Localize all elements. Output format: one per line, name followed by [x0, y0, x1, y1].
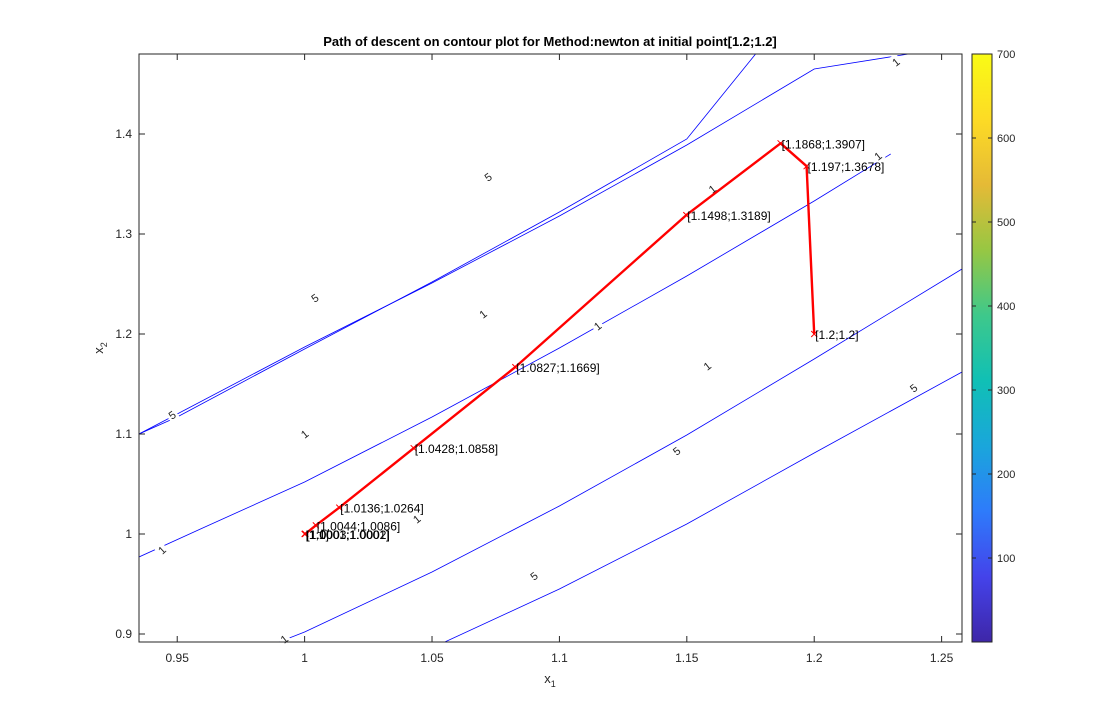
- point-coordinate-label: [1.0003;1.0002]: [306, 528, 389, 542]
- colorbar: [971, 53, 993, 643]
- x-tick-label: 0.95: [166, 651, 190, 665]
- contour-line-level-1-2: [139, 54, 909, 435]
- iterate-marker: [682, 211, 690, 219]
- point-coordinate-label: [1.1868;1.3907]: [782, 137, 865, 151]
- x-tick-label: 1.1: [551, 651, 568, 665]
- y-tick-label: 1.2: [115, 327, 132, 341]
- plot-area: [139, 54, 962, 642]
- contour-label: 5: [483, 171, 495, 184]
- point-coordinate-label: [1.0001;1.0001]: [306, 528, 389, 542]
- iterate-marker: [803, 162, 810, 170]
- iterate-marker: [312, 522, 320, 529]
- x-axis-label: x1: [544, 671, 556, 689]
- iterate-marker: [301, 530, 308, 538]
- colorbar-tick-label: 700: [997, 49, 1015, 61]
- y-tick-label: 1.4: [115, 127, 132, 141]
- point-coordinate-label: [1.0136;1.0264]: [340, 502, 423, 516]
- iterate-marker: [777, 139, 784, 147]
- iterate-marker: [410, 444, 418, 452]
- x-tick-label: 1.15: [675, 651, 699, 665]
- x-axis-ticks: 0.95 1 1.05 1.1 1.15 1.2 1.25: [166, 54, 954, 665]
- point-coordinate-label: [1;1]: [306, 528, 329, 542]
- y-tick-label: 1.1: [115, 427, 132, 441]
- colorbar-ticks: 100 200 300 400 500 600 700: [972, 49, 1015, 565]
- y-axis-label: x2: [91, 342, 109, 354]
- x-axis-label-sub: 1: [551, 679, 556, 689]
- point-coordinate-label: [1.0428;1.0858]: [415, 442, 498, 456]
- y-tick-label: 1: [125, 527, 132, 541]
- y-axis-label-sub: 2: [99, 342, 109, 347]
- point-coordinate-label: [1.197;1.3678]: [808, 160, 885, 174]
- contour-line-level-5-1: [444, 371, 962, 642]
- x-tick-label: 1: [301, 651, 308, 665]
- contour-label: 5: [309, 292, 321, 305]
- iterate-marker: [511, 363, 519, 371]
- x-tick-label: 1.05: [420, 651, 444, 665]
- y-axis-ticks: 0.9 1 1.1 1.2 1.3 1.4: [115, 127, 962, 641]
- x-tick-label: 1.2: [806, 651, 823, 665]
- chart-title: Path of descent on contour plot for Meth…: [323, 34, 777, 49]
- contour-label: 5: [167, 409, 179, 422]
- point-coordinate-label: [1.0827;1.1669]: [516, 361, 599, 375]
- colorbar-tick-label: 300: [997, 385, 1015, 397]
- colorbar-tick-label: 100: [997, 553, 1015, 565]
- colorbar-tick-label: 500: [997, 217, 1015, 229]
- y-tick-label: 1.3: [115, 227, 132, 241]
- point-coordinate-label: [1.2;1.2]: [815, 328, 858, 342]
- x-axis-label-base: x: [544, 671, 551, 686]
- point-labels: [1.2;1.2] [1.197;1.3678] [1.1868;1.3907] [1…: [306, 137, 885, 542]
- colorbar-tick-label: 600: [997, 133, 1015, 145]
- x-tick-label: 1.25: [930, 651, 954, 665]
- point-coordinate-label: [1.0044;1.0086]: [317, 519, 400, 533]
- iterate-marker: [335, 504, 343, 511]
- plot-frame: [138, 53, 963, 643]
- iterate-marker: [810, 330, 818, 338]
- point-coordinate-label: [1.1498;1.3189]: [687, 209, 770, 223]
- contour-line-level-1-1: [278, 268, 962, 642]
- y-axis-label-base: x: [91, 347, 106, 354]
- y-tick-label: 0.9: [115, 627, 132, 641]
- colorbar-tick-label: 200: [997, 469, 1015, 481]
- descent-path: [301, 139, 818, 538]
- colorbar-tick-label: 400: [997, 301, 1015, 313]
